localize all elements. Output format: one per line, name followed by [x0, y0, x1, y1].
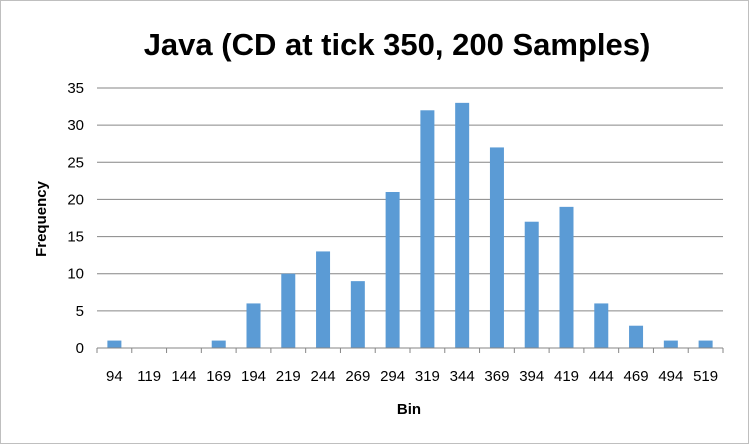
bar-244 [316, 251, 331, 348]
bar-394 [524, 221, 539, 348]
bar-369 [489, 147, 504, 348]
x-tick-label: 394 [519, 368, 544, 385]
x-tick-label: 419 [554, 368, 579, 385]
chart-title: Java (CD at tick 350, 200 Samples) [144, 27, 651, 62]
x-tick-label: 494 [658, 368, 683, 385]
y-axis-title: Frequency [33, 180, 50, 257]
bar-419 [559, 206, 574, 348]
y-tick-labels: 0 5 10 15 20 25 30 35 [67, 80, 84, 357]
bar-269 [350, 281, 365, 348]
y-tick-label: 15 [67, 229, 84, 246]
x-tick-label: 469 [624, 368, 649, 385]
bar-169 [211, 340, 226, 348]
gridlines [97, 87, 723, 312]
x-tick-labels: 94 119 144 169 194 219 244 269 294 319 344 369 394 41… [106, 368, 718, 385]
bar-519 [698, 340, 713, 348]
x-tick-label: 244 [311, 368, 336, 385]
x-tick-label: 94 [106, 368, 123, 385]
x-tick-label: 269 [345, 368, 370, 385]
y-tick-label: 35 [67, 80, 84, 97]
y-tick-label: 30 [67, 117, 84, 134]
y-tick-label: 0 [76, 340, 84, 357]
bar-194 [246, 303, 261, 348]
x-tick-label: 444 [589, 368, 614, 385]
bars [107, 102, 713, 349]
y-tick-label: 5 [76, 303, 84, 320]
x-tick-label: 119 [137, 368, 161, 385]
bar-344 [455, 102, 470, 348]
bar-444 [594, 303, 609, 348]
x-tick-label: 219 [276, 368, 301, 385]
y-tick-label: 25 [67, 154, 84, 171]
bar-319 [420, 110, 435, 349]
x-tick-label: 319 [415, 368, 440, 385]
x-tick-label: 194 [241, 368, 266, 385]
x-tick-label: 519 [693, 368, 718, 385]
bar-294 [385, 192, 400, 348]
bar-494 [663, 340, 678, 348]
x-tick-label: 294 [380, 368, 405, 385]
x-tick-label: 344 [450, 368, 475, 385]
x-tick-label: 369 [484, 368, 509, 385]
axes [96, 347, 724, 353]
x-tick-label: 144 [171, 368, 196, 385]
bar-219 [281, 273, 296, 348]
bar-469 [629, 325, 644, 348]
bar-94 [107, 340, 122, 348]
y-tick-label: 20 [67, 191, 84, 208]
y-tick-label: 10 [67, 266, 84, 283]
x-axis-title: Bin [397, 401, 421, 418]
x-tick-label: 169 [206, 368, 231, 385]
